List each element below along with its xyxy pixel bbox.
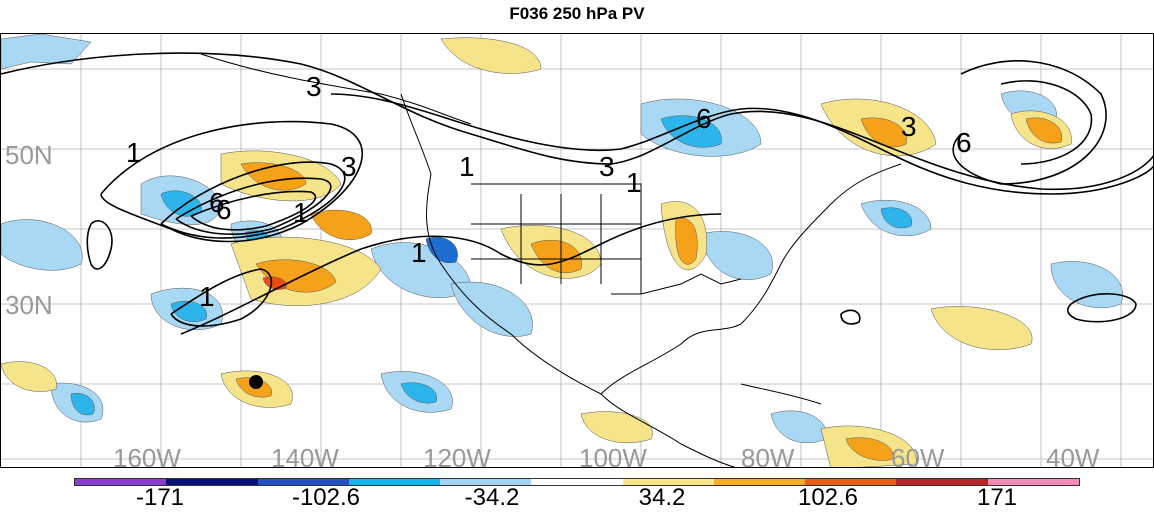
pv-contours (1, 52, 1153, 335)
colorbar-swatch (896, 479, 988, 485)
colorbar-swatch (531, 479, 623, 485)
contour-label: 1 (411, 237, 427, 268)
contour-label: 3 (901, 111, 917, 142)
map-panel: 3 6 1 6 3 1 1 1 3 1 6 3 6 1 50N 30N 160W… (0, 33, 1154, 468)
contour-labels: 3 6 1 6 3 1 1 1 3 1 6 3 6 (126, 71, 972, 268)
contour-label: 6 (956, 127, 972, 158)
lon-label-120w: 120W (423, 443, 491, 468)
colorbar-label: -102.6 (291, 484, 361, 511)
contour-label: 6 (209, 187, 225, 218)
latitude-labels: 50N 30N (5, 140, 53, 320)
colorbar-swatch (805, 479, 897, 485)
contour-label: 3 (599, 151, 615, 182)
lon-label-140w: 140W (271, 443, 339, 468)
lon-label-40w: 40W (1046, 443, 1100, 468)
colorbar-swatch (440, 479, 532, 485)
chart-title: F036 250 hPa PV (509, 4, 645, 23)
colorbar-swatch (987, 479, 1079, 485)
contour-label: 6 (696, 103, 712, 134)
colorbar-swatch (257, 479, 349, 485)
contour-label: 3 (341, 151, 357, 182)
lon-label-60w: 60W (891, 443, 945, 468)
colorbar-label: 171 (976, 484, 1018, 511)
positive-anomaly-regions (1, 37, 1072, 467)
colorbar (74, 478, 1080, 486)
colorbar-swatch (713, 479, 806, 485)
pv-map: 3 6 1 6 3 1 1 1 3 1 6 3 6 1 50N 30N 160W… (1, 34, 1153, 468)
contour-label: 1 (459, 151, 475, 182)
lon-label-160w: 160W (113, 443, 181, 468)
colorbar-label: -34.2 (464, 484, 520, 511)
contour-label: 1 (126, 137, 142, 168)
lat-label-30n: 30N (5, 290, 53, 320)
location-marker (249, 375, 263, 389)
lat-label-50n: 50N (5, 140, 53, 170)
colorbar-swatch (622, 479, 714, 485)
contour-labels-extra: 1 (199, 281, 215, 312)
colorbar-swatch (75, 479, 167, 485)
colorbar-label: -171 (135, 484, 185, 511)
colorbar-swatch (166, 479, 258, 485)
lon-label-80w: 80W (741, 443, 795, 468)
colorbar-label: 34.2 (638, 484, 686, 511)
svg-text:1: 1 (199, 281, 215, 312)
longitude-labels: 160W 140W 120W 100W 80W 60W 40W (113, 443, 1100, 468)
contour-label: 1 (293, 197, 309, 228)
contour-label: 1 (626, 167, 642, 198)
contour-label: 3 (306, 71, 322, 102)
colorbar-label: 102.6 (797, 484, 859, 511)
negative-anomaly-regions (1, 34, 1123, 444)
lon-label-100w: 100W (579, 443, 647, 468)
contour-label: 6 (216, 194, 232, 225)
colorbar-swatch (348, 479, 441, 485)
coastlines (200, 53, 902, 467)
